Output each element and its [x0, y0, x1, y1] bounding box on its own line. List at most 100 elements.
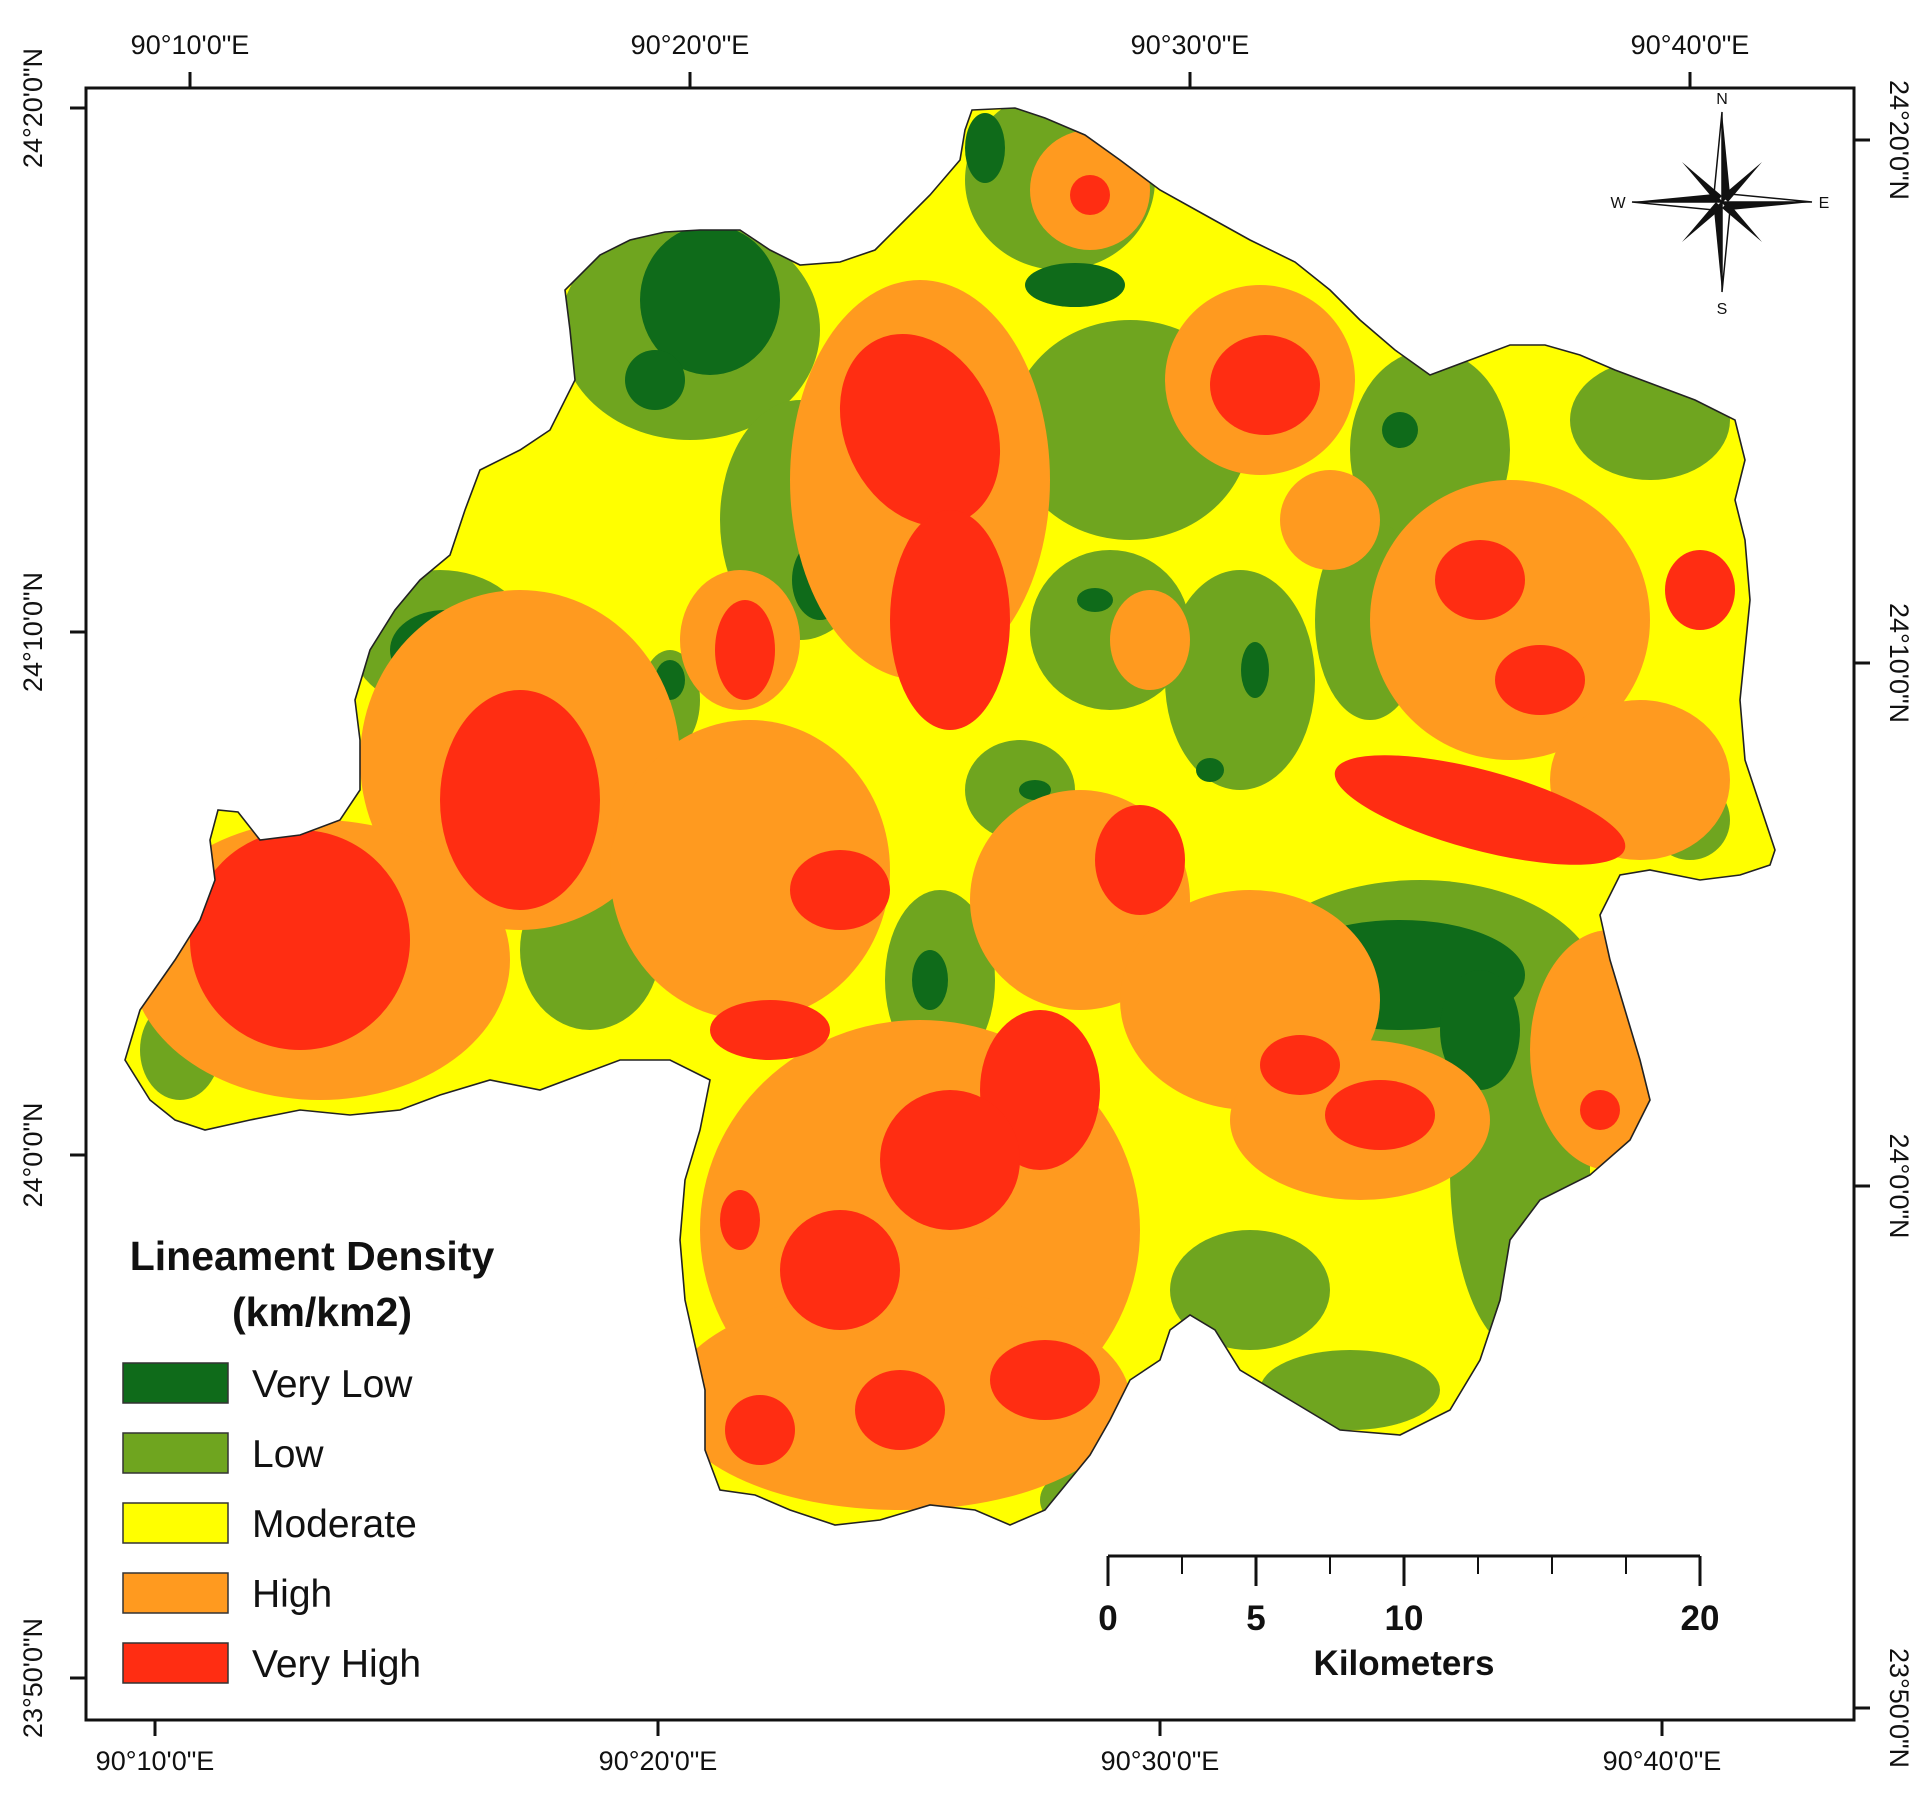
right-latitude-label: 24°0'0"N [1884, 1133, 1914, 1238]
right-latitude-label: 24°10'0"N [1884, 603, 1914, 723]
legend: Lineament Density (km/km2) Very Low Low … [122, 1233, 495, 1686]
very-low-zone [1177, 1325, 1213, 1365]
very-high-zone [890, 510, 1010, 730]
compass-west-point-light [1631, 201, 1724, 211]
compass-north-point [1722, 112, 1730, 202]
very-low-zone [1440, 970, 1520, 1090]
very-high-zone [1495, 645, 1585, 715]
top-longitude-label: 90°30'0"E [1131, 30, 1250, 60]
very-high-zone [725, 1395, 795, 1465]
legend-swatch [122, 1432, 229, 1474]
scale-bar: 0 5 10 20 Kilometers [1098, 1554, 1720, 1683]
high-zone [1280, 470, 1380, 570]
right-latitude-label: 23°50'0"N [1884, 1648, 1914, 1768]
very-low-zone [1382, 412, 1418, 448]
low-zone [1165, 570, 1315, 790]
high-zone [1530, 930, 1690, 1170]
legend-swatch [122, 1642, 229, 1684]
compass-south-point [1714, 202, 1722, 292]
very-high-zone [1580, 1090, 1620, 1130]
very-high-zone [790, 850, 890, 930]
very-low-zone [640, 225, 780, 375]
very-high-zone [839, 333, 1001, 527]
scale-unit: Kilometers [1314, 1644, 1495, 1683]
low-zone [1170, 1230, 1330, 1350]
very-high-zone [1070, 175, 1110, 215]
very-high-zone [1665, 550, 1735, 630]
compass-north-point-light [1713, 111, 1723, 204]
legend-subtitle: (km/km2) [232, 1289, 412, 1335]
very-high-zone [780, 1210, 900, 1330]
very-low-zone [1025, 263, 1125, 307]
top-longitude-label: 90°40'0"E [1631, 30, 1750, 60]
very-high-zone [190, 830, 410, 1050]
very-high-zone [1260, 1035, 1340, 1095]
very-high-zone [1325, 1080, 1435, 1150]
left-latitude-axis: 24°20'0"N 24°10'0"N 24°0'0"N 23°50'0"N [18, 48, 86, 1738]
very-high-zone [855, 1370, 945, 1450]
legend-item-high: High [122, 1572, 332, 1616]
top-longitude-axis: 90°10'0"E 90°20'0"E 90°30'0"E 90°40'0"E [131, 30, 1750, 88]
top-longitude-label: 90°20'0"E [631, 30, 750, 60]
legend-label: Very Low [252, 1363, 413, 1406]
legend-item-moderate: Moderate [122, 1502, 417, 1546]
left-latitude-label: 23°50'0"N [18, 1618, 48, 1738]
very-high-zones [190, 175, 1735, 1465]
very-high-zone [1334, 755, 1626, 865]
very-low-zone [1196, 758, 1224, 782]
legend-title: Lineament Density [130, 1233, 495, 1279]
high-zone [610, 720, 890, 1020]
very-low-zone [1077, 588, 1113, 612]
compass-east-point-light [1720, 193, 1813, 203]
legend-swatch [122, 1572, 229, 1614]
very-low-zone [1019, 780, 1051, 800]
study-area-boundary [124, 107, 1776, 1526]
compass-south-label: S [1717, 301, 1728, 318]
legend-label: Low [252, 1433, 324, 1476]
left-latitude-label: 24°20'0"N [18, 48, 48, 168]
compass-nw-point [1682, 162, 1722, 202]
legend-label: Very High [252, 1643, 421, 1686]
top-longitude-label: 90°10'0"E [131, 30, 250, 60]
legend-item-very-high: Very High [122, 1642, 421, 1686]
compass-west-point [1632, 194, 1722, 202]
very-low-zone [625, 350, 685, 410]
legend-swatch [122, 1362, 229, 1404]
very-high-zone [1210, 335, 1320, 435]
compass-south-point-light [1721, 200, 1731, 293]
very-low-zone [1241, 642, 1269, 698]
compass-ne-point [1722, 162, 1762, 202]
compass-west-label: W [1610, 195, 1626, 212]
legend-label: Moderate [252, 1503, 417, 1546]
bottom-longitude-axis: 90°10'0"E 90°20'0"E 90°30'0"E 90°40'0"E [96, 1720, 1722, 1776]
compass-sw-point [1682, 202, 1722, 242]
legend-label: High [252, 1573, 332, 1616]
scale-label: 10 [1385, 1599, 1424, 1638]
very-high-zone [440, 690, 600, 910]
scale-label: 20 [1681, 1599, 1720, 1638]
very-high-zone [710, 1000, 830, 1060]
scale-label: 0 [1098, 1599, 1117, 1638]
bottom-longitude-label: 90°20'0"E [599, 1746, 718, 1776]
compass-se-point [1722, 202, 1762, 242]
low-zone [1570, 360, 1730, 480]
very-high-zone [715, 600, 775, 700]
high-zone [1110, 590, 1190, 690]
very-high-zone [990, 1340, 1100, 1420]
compass-east-label: E [1819, 195, 1830, 212]
very-high-zone [880, 1090, 1020, 1230]
very-high-zone [1095, 805, 1185, 915]
legend-item-low: Low [122, 1432, 324, 1476]
right-latitude-axis: 24°20'0"N 24°10'0"N 24°0'0"N 23°50'0"N [1854, 80, 1914, 1768]
very-high-zone [720, 1190, 760, 1250]
compass-east-point [1722, 202, 1812, 210]
legend-item-very-low: Very Low [122, 1362, 413, 1406]
map-frame [84, 86, 1856, 1722]
low-zone [1260, 1350, 1440, 1430]
left-latitude-label: 24°0'0"N [18, 1102, 48, 1207]
very-high-zone [1435, 540, 1525, 620]
left-latitude-label: 24°10'0"N [18, 572, 48, 692]
bottom-longitude-label: 90°10'0"E [96, 1746, 215, 1776]
bottom-longitude-label: 90°40'0"E [1603, 1746, 1722, 1776]
